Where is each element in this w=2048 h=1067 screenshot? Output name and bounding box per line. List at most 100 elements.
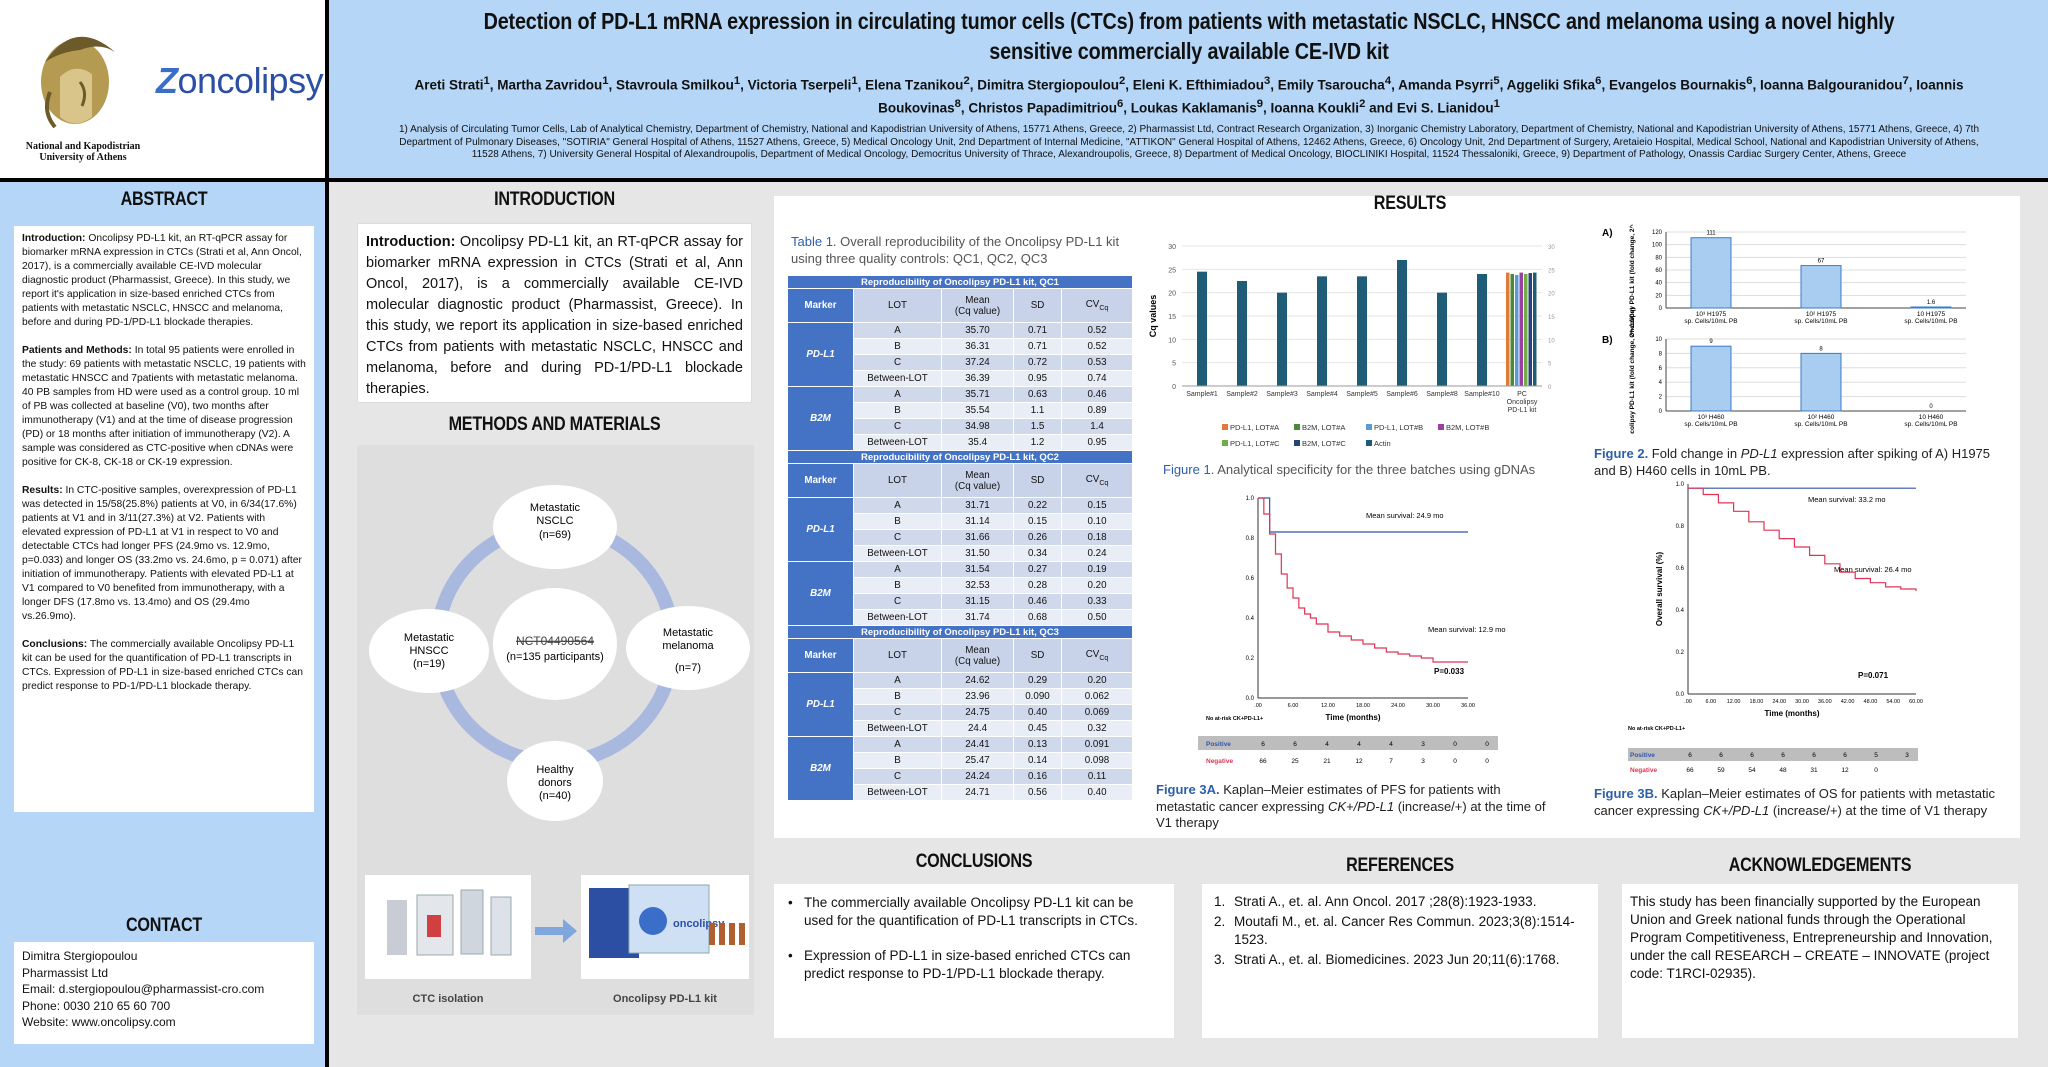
fig1-legend-label: PD-L1, LOT#C	[1230, 439, 1280, 448]
fig1-bar	[1524, 274, 1528, 386]
fig2-y-tick: 120	[1652, 230, 1663, 236]
table-cell: 0.18	[1061, 529, 1133, 546]
fig3a-risk-negative: 66	[1259, 758, 1267, 765]
fig1-bar	[1519, 272, 1523, 386]
fig3a-xlabel: Time (months)	[1326, 713, 1381, 722]
figure-1-caption-text: Analytical specificity for the three bat…	[1214, 462, 1536, 477]
fig3a-mean-positive: Mean survival: 24.9 mo	[1366, 511, 1444, 520]
bullet-icon: •	[788, 948, 793, 963]
fig2-x-tick: 10² H460	[1808, 414, 1835, 421]
conclusions-title: CONCLUSIONS	[915, 851, 1033, 872]
table-header-lot: LOT	[853, 463, 942, 498]
fig1-x-tick: PC	[1517, 391, 1527, 398]
table-cell: 24.4	[941, 720, 1014, 737]
references-title: REFERENCES	[1346, 855, 1454, 876]
fig2-value-label: 0	[1929, 404, 1933, 410]
abstract-text: Oncolipsy PD-L1 kit, an RT-qPCR assay fo…	[22, 233, 302, 328]
fig2-y-tick: 2	[1659, 395, 1663, 401]
fig3a-risk-label: No at-risk CK+PD-L1+	[1206, 716, 1263, 722]
table-cell: 0.72	[1013, 354, 1062, 371]
fig1-legend-swatch	[1294, 424, 1300, 430]
fig3b-negative-label: Negative	[1630, 767, 1657, 774]
column-divider	[325, 0, 329, 1067]
table-cell: 36.39	[941, 370, 1014, 387]
fig3b-risk-positive: 6	[1812, 752, 1816, 759]
fig3a-x-tick: 24.00	[1391, 703, 1405, 709]
node-healthy-n: (n=40)	[539, 790, 571, 802]
fig1-legend-label: B2M, LOT#A	[1302, 423, 1345, 432]
fig1-bar	[1515, 274, 1519, 386]
poster-affiliations: 1) Analysis of Circulating Tumor Cells, …	[398, 124, 1979, 160]
node-melanoma-label-2: melanoma	[662, 640, 714, 652]
table-cell: 31.14	[941, 513, 1014, 530]
fig3b-risk-negative: 48	[1779, 767, 1787, 774]
table-cell: 0.069	[1061, 704, 1133, 721]
fig2-x-tick: sp. Cells/10mL PB	[1794, 421, 1847, 428]
fig3a-x-tick: 30.00	[1426, 703, 1440, 709]
methods-title: METHODS AND MATERIALS	[448, 414, 661, 435]
table-header-marker: Marker	[787, 463, 854, 498]
fig1-x-tick: Sample#10	[1464, 391, 1500, 398]
table-cell: 35.4	[941, 434, 1014, 451]
fig2-value-label: 111	[1706, 231, 1716, 237]
node-hnscc-label-1: Metastatic	[404, 632, 455, 644]
fig1-legend-swatch	[1438, 424, 1444, 430]
table-cell: 31.15	[941, 593, 1014, 610]
table-header-row: Marker LOT Mean (Cq value) SD CVCq	[787, 638, 1133, 673]
figure-2-caption-lead: Figure 2.	[1594, 446, 1649, 461]
fig1-y2-tick: 10	[1548, 338, 1555, 344]
fig1-legend-swatch	[1222, 440, 1228, 446]
table-header-marker: Marker	[787, 288, 854, 323]
table-cell: 0.71	[1013, 338, 1062, 355]
introduction-title: INTRODUCTION	[494, 189, 615, 210]
fig3a-risk-positive: 0	[1453, 741, 1457, 748]
fig3b-y-tick: 0.0	[1676, 692, 1685, 698]
table-marker-cell: B2M	[787, 736, 854, 801]
table-row: C 37.24 0.72 0.53	[788, 354, 1133, 371]
figure-3a-caption-lead: Figure 3A.	[1156, 782, 1220, 797]
fig2-panel-label: A)	[1602, 228, 1613, 239]
node-healthy-label-1: Healthy	[536, 764, 574, 776]
table-cell: 0.28	[1013, 577, 1062, 594]
node-healthy-label-2: donors	[538, 777, 572, 789]
table-cell: 0.74	[1061, 370, 1133, 387]
node-hnscc-n: (n=19)	[413, 658, 445, 670]
table-cell: 0.46	[1013, 593, 1062, 610]
fig3b-risk-positive: 6	[1750, 752, 1754, 759]
fig3a-risk-negative: 21	[1323, 758, 1331, 765]
fig2-bar	[1690, 237, 1732, 309]
reference-item: 1. Strati A., et. al. Ann Oncol. 2017 ;28…	[1208, 893, 1592, 911]
table-cell: 0.95	[1061, 434, 1133, 451]
table-row: B2M A 24.41 0.13 0.091	[787, 736, 1133, 801]
table-cell: 0.19	[1061, 561, 1133, 578]
table-row: PD-L1 A 24.62 0.29 0.20	[787, 672, 1133, 737]
methods-center-id: NCT04490564	[516, 634, 594, 648]
node-healthy	[507, 741, 603, 821]
fig2-x-tick: sp. Cells/10mL PB	[1904, 318, 1957, 325]
fig1-y2-tick: 25	[1548, 268, 1555, 274]
table-cell: Between-LOT	[853, 434, 942, 451]
reference-text: Moutafi M., et. al. Cancer Res Commun. 2…	[1234, 914, 1575, 947]
node-nsclc-label-1: Metastatic	[530, 502, 581, 514]
fig3a-p-value: P=0.033	[1434, 667, 1465, 676]
table-cell: B	[853, 402, 942, 419]
fig2-x-tick: 10³ H460	[1698, 414, 1725, 421]
fig3b-x-tick: 6.00	[1705, 699, 1716, 705]
table-cell: 0.29	[1013, 672, 1062, 689]
table-cell: A	[853, 497, 942, 514]
fig1-bar	[1437, 292, 1447, 386]
arrow-right-icon	[535, 919, 577, 943]
bullet-icon: •	[788, 895, 793, 910]
table-cell: A	[853, 561, 942, 578]
fig2-x-tick: sp. Cells/10mL PB	[1904, 421, 1957, 428]
table-header-cv: CVCq	[1061, 463, 1133, 498]
table-cell: 0.10	[1061, 513, 1133, 530]
table-cell: C	[853, 354, 942, 371]
table-row: Between-LOT 31.50 0.34 0.24	[788, 545, 1133, 562]
table-cell: 34.98	[941, 418, 1014, 435]
table-header-lot: LOT	[853, 288, 942, 323]
fig2-bar	[1800, 265, 1842, 309]
table-header-mean-line1: Mean	[965, 469, 990, 481]
table-row: PD-L1 A 35.70 0.71 0.52	[787, 322, 1133, 387]
table-cell: 0.52	[1061, 322, 1133, 339]
